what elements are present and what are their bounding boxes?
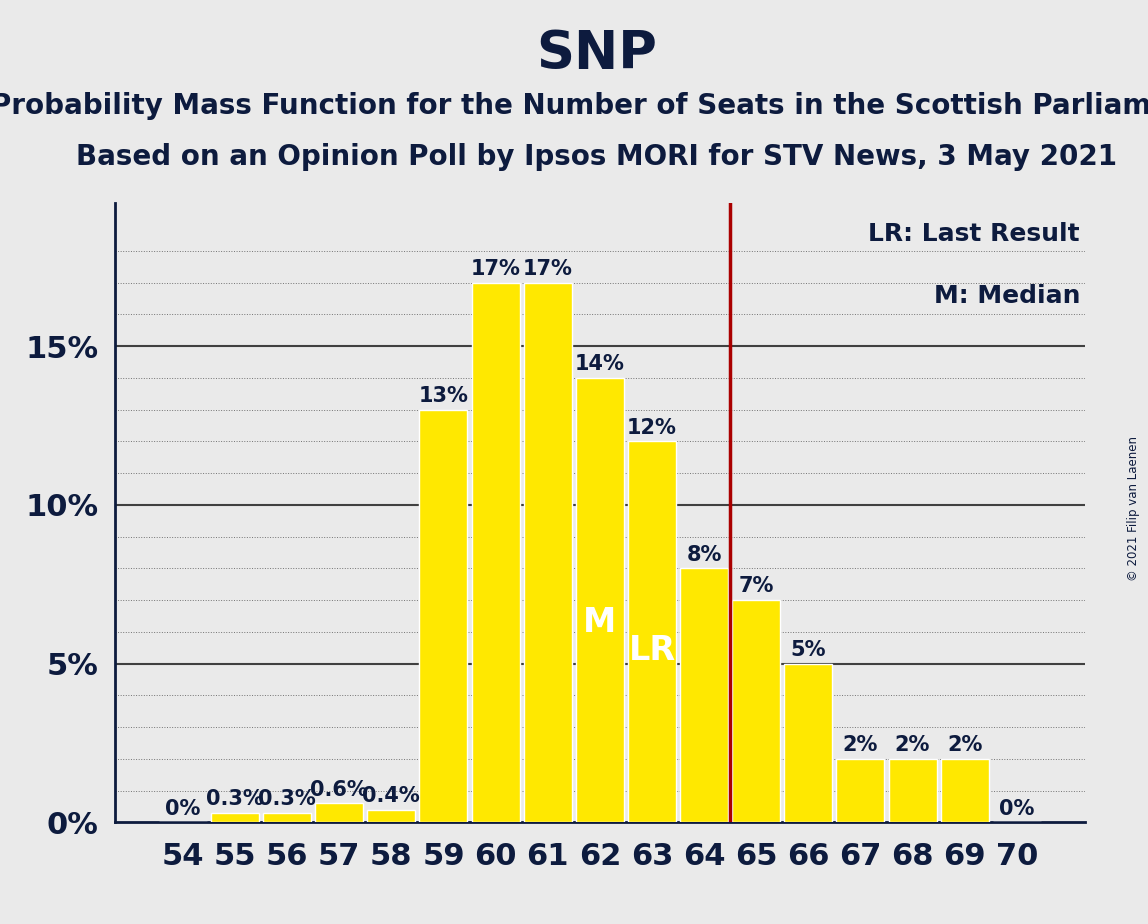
Text: 7%: 7%: [738, 577, 774, 596]
Text: 0.3%: 0.3%: [207, 789, 264, 809]
Text: 0.6%: 0.6%: [310, 780, 369, 799]
Text: 12%: 12%: [627, 418, 677, 438]
Text: 0.4%: 0.4%: [363, 785, 420, 806]
Bar: [837, 759, 884, 822]
Bar: [211, 813, 259, 822]
Bar: [628, 442, 676, 822]
Text: 17%: 17%: [522, 259, 573, 279]
Bar: [523, 283, 572, 822]
Text: 0%: 0%: [165, 798, 201, 819]
Bar: [940, 759, 988, 822]
Text: 5%: 5%: [791, 639, 827, 660]
Text: 0.3%: 0.3%: [258, 789, 316, 809]
Text: Based on an Opinion Poll by Ipsos MORI for STV News, 3 May 2021: Based on an Opinion Poll by Ipsos MORI f…: [77, 143, 1117, 171]
Bar: [419, 409, 467, 822]
Text: LR: Last Result: LR: Last Result: [868, 222, 1080, 246]
Bar: [680, 568, 728, 822]
Text: 2%: 2%: [894, 736, 930, 755]
Text: 17%: 17%: [471, 259, 520, 279]
Text: 13%: 13%: [419, 386, 468, 406]
Text: 2%: 2%: [947, 736, 983, 755]
Bar: [316, 803, 363, 822]
Text: Probability Mass Function for the Number of Seats in the Scottish Parliament: Probability Mass Function for the Number…: [0, 92, 1148, 120]
Bar: [576, 378, 623, 822]
Bar: [263, 813, 311, 822]
Text: 2%: 2%: [843, 736, 878, 755]
Bar: [784, 663, 832, 822]
Text: M: Median: M: Median: [933, 284, 1080, 308]
Bar: [889, 759, 937, 822]
Bar: [367, 809, 416, 822]
Text: LR: LR: [628, 635, 675, 667]
Text: © 2021 Filip van Laenen: © 2021 Filip van Laenen: [1127, 436, 1140, 580]
Text: 14%: 14%: [575, 354, 625, 374]
Text: M: M: [583, 606, 616, 638]
Text: SNP: SNP: [536, 28, 658, 79]
Text: 0%: 0%: [999, 798, 1034, 819]
Text: 8%: 8%: [687, 544, 722, 565]
Bar: [732, 600, 781, 822]
Bar: [472, 283, 520, 822]
